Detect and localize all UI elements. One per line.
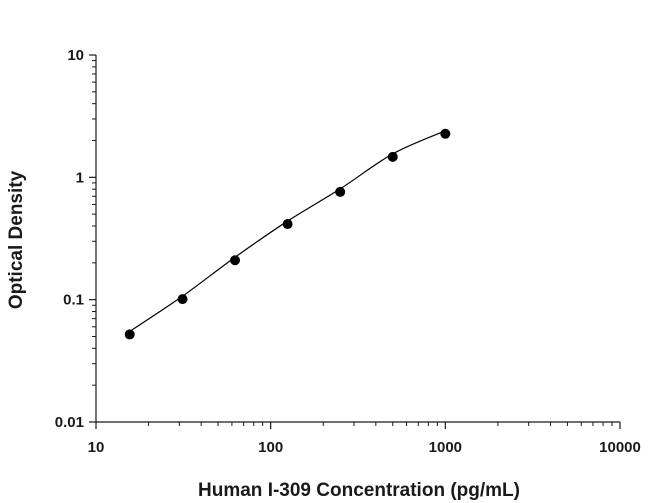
data-point xyxy=(230,255,241,266)
y-tick-label: 0.1 xyxy=(63,292,84,309)
axes xyxy=(95,55,620,423)
data-point xyxy=(335,186,346,197)
fit-curve-line xyxy=(129,130,446,332)
data-points xyxy=(124,128,451,340)
x-tick-label: 100 xyxy=(258,439,283,456)
y-axis-title: Optical Density xyxy=(6,170,27,309)
y-tick-label: 0.01 xyxy=(55,414,84,431)
x-tick-label: 1000 xyxy=(429,439,462,456)
data-point xyxy=(440,128,451,139)
x-axis-ticks: 10 100 1000 10000 xyxy=(88,422,641,456)
x-tick-label: 10000 xyxy=(599,439,641,456)
data-point xyxy=(282,219,293,230)
fit-curve-layer xyxy=(129,130,446,332)
x-tick-label: 10 xyxy=(88,439,105,456)
y-tick-label: 1 xyxy=(76,169,84,186)
y-tick-label: 10 xyxy=(67,47,84,64)
data-point xyxy=(177,294,188,305)
x-axis-title: Human I-309 Concentration (pg/mL) xyxy=(198,480,520,501)
data-point xyxy=(387,151,398,162)
y-axis-ticks: 10 1 0.1 0.01 xyxy=(55,47,96,431)
data-point xyxy=(124,329,135,340)
